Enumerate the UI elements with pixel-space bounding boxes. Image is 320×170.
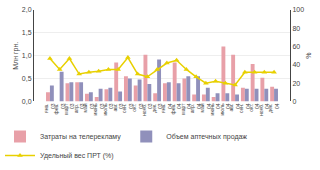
svg-text:май04: май04 <box>199 103 212 112</box>
svg-text:нояб.04: нояб.04 <box>258 103 271 116</box>
svg-text:окт.04: окт.04 <box>248 103 261 111</box>
svg-text:май03: май03 <box>82 103 95 112</box>
svg-text:янв.04: янв.04 <box>160 103 173 113</box>
svg-text:40: 40 <box>292 61 300 68</box>
svg-text:июнь04: июнь04 <box>209 103 222 115</box>
svg-text:фев.04: фев.04 <box>170 103 183 114</box>
svg-text:март03: март03 <box>63 103 76 115</box>
svg-text:апр.03: апр.03 <box>73 103 86 113</box>
svg-text:авг.03: авг.03 <box>112 103 125 111</box>
svg-text:2,0: 2,0 <box>22 6 32 13</box>
svg-text:дек.03: дек.03 <box>151 103 164 112</box>
svg-text:апр.04: апр.04 <box>189 103 202 113</box>
svg-text:0,5: 0,5 <box>22 75 32 82</box>
svg-text:сен.03: сен.03 <box>121 103 134 113</box>
svg-text:Объем аптечных продаж: Объем аптечных продаж <box>166 133 247 141</box>
svg-text:0: 0 <box>292 98 296 105</box>
svg-text:июль03: июль03 <box>102 103 115 115</box>
svg-text:дек.04: дек.04 <box>267 103 280 112</box>
svg-text:Затраты на телерекламу: Затраты на телерекламу <box>40 133 121 141</box>
svg-text:20: 20 <box>292 80 300 87</box>
svg-text:окт.03: окт.03 <box>131 103 144 111</box>
svg-text:фев.03: фев.03 <box>53 103 66 114</box>
svg-text:март04: март04 <box>180 103 193 115</box>
svg-text:авг.04: авг.04 <box>228 103 241 111</box>
svg-text:Удельный вес ПРТ (%): Удельный вес ПРТ (%) <box>40 152 114 160</box>
svg-text:нояб.03: нояб.03 <box>141 103 154 116</box>
svg-text:янв.03: янв.03 <box>43 103 56 113</box>
svg-text:Млн грн.: Млн грн. <box>12 42 20 70</box>
svg-text:сен.04: сен.04 <box>238 103 251 113</box>
svg-text:0,0: 0,0 <box>22 98 32 105</box>
svg-text:60: 60 <box>292 43 300 50</box>
svg-text:1,0: 1,0 <box>22 52 32 59</box>
svg-text:июнь03: июнь03 <box>92 103 105 115</box>
svg-text:1,5: 1,5 <box>22 29 32 36</box>
svg-text:%: % <box>305 53 312 59</box>
svg-text:100: 100 <box>292 6 304 13</box>
svg-text:80: 80 <box>292 25 300 32</box>
svg-text:июль04: июль04 <box>219 103 232 115</box>
